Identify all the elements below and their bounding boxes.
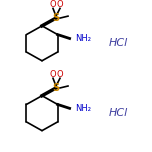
Text: S: S bbox=[52, 83, 60, 93]
Text: NH₂: NH₂ bbox=[76, 34, 92, 43]
Text: O: O bbox=[57, 0, 63, 9]
Text: O: O bbox=[50, 0, 56, 9]
Text: HCl: HCl bbox=[108, 38, 128, 48]
Text: HCl: HCl bbox=[108, 108, 128, 118]
Text: O: O bbox=[57, 70, 63, 79]
Text: S: S bbox=[52, 13, 60, 23]
Text: O: O bbox=[50, 70, 56, 79]
Text: NH₂: NH₂ bbox=[76, 104, 92, 113]
